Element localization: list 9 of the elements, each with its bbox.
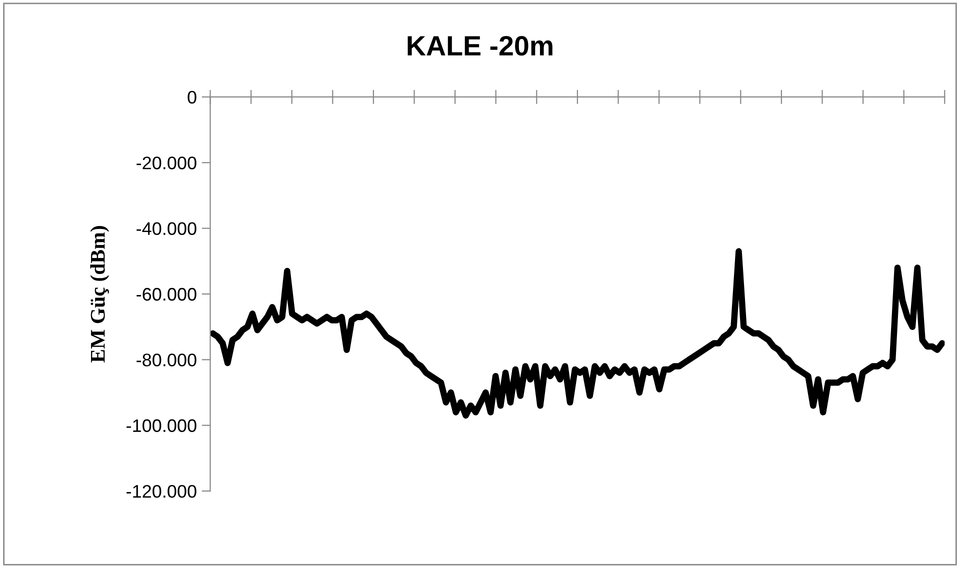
y-tick-label: -100.000 xyxy=(126,419,196,432)
y-tick-label: 0 xyxy=(188,90,196,104)
y-tick-label: -20.000 xyxy=(136,156,196,170)
y-tick-label: -120.000 xyxy=(126,484,196,498)
y-tick-label: -80.000 xyxy=(136,354,196,366)
y-tick-label: -60.000 xyxy=(136,288,196,301)
chart-title: KALE -20m xyxy=(408,36,552,56)
y-axis-title: EM Güç (dBm) xyxy=(90,226,110,362)
y-tick-label: -40.000 xyxy=(136,222,196,236)
